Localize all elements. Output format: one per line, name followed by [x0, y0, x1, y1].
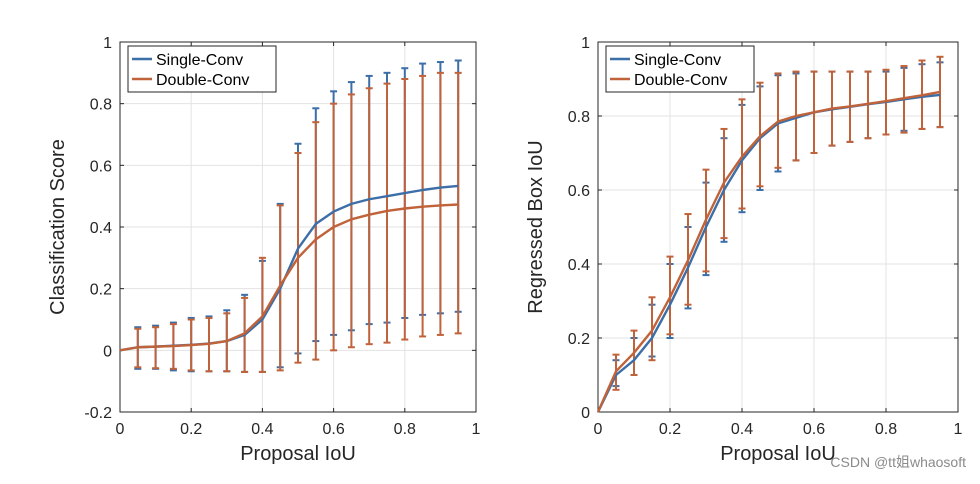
- x-tick-label: 1: [472, 421, 481, 438]
- x-tick-label: 0.6: [803, 421, 825, 438]
- x-tick-label: 0.4: [731, 421, 753, 438]
- y-tick-label: 0.6: [90, 158, 112, 175]
- regressed-box-iou-chart: 0 0.2 0.4 0.6 0.8 1 0 0.2 0.4 0.6 0.8 1 Proposal IoU…: [525, 35, 963, 465]
- x-tick-label: 0: [116, 421, 125, 438]
- x-tick-label: 0.8: [875, 421, 897, 438]
- legend-box: [605, 45, 755, 93]
- y-tick-label: -0.2: [84, 405, 112, 422]
- legend-label: Double-Conv: [634, 72, 727, 89]
- x-tick-label: 0.6: [322, 421, 344, 438]
- y-tick-label: 0.8: [90, 97, 112, 114]
- x-axis-label: Proposal IoU: [720, 443, 836, 465]
- x-tick-label: 0.2: [180, 421, 202, 438]
- y-tick-label: 1: [581, 35, 590, 52]
- axes-frame: [597, 41, 959, 413]
- legend-label: Single-Conv: [156, 52, 243, 69]
- x-tick-label: 0.8: [394, 421, 416, 438]
- y-tick-label: 1: [103, 35, 112, 52]
- y-tick-label: 0.2: [90, 282, 112, 299]
- x-axis-label: Proposal IoU: [240, 443, 356, 465]
- x-tick-label: 0: [594, 421, 603, 438]
- series-line: [119, 203, 459, 352]
- x-tick-label: 0.2: [659, 421, 681, 438]
- series-line: [119, 184, 459, 352]
- y-axis-label: Regressed Box IoU: [525, 140, 547, 313]
- y-tick-label: 0: [581, 405, 590, 422]
- legend-box: [127, 45, 277, 93]
- y-tick-label: 0.8: [568, 109, 590, 126]
- y-axis-label: Classification Score: [47, 139, 69, 315]
- series-line: [596, 93, 941, 413]
- classification-score-chart: 0 0.2 0.4 0.6 0.8 1-0.200.20.40.60.81Proposal…: [47, 35, 481, 465]
- y-tick-label: 0.4: [568, 257, 590, 274]
- y-tick-label: 0.6: [568, 183, 590, 200]
- legend-label: Single-Conv: [634, 52, 721, 69]
- series-line: [596, 90, 941, 413]
- legend-label: Double-Conv: [156, 72, 249, 89]
- x-tick-label: 1: [954, 421, 963, 438]
- watermark-text: CSDN @tt姐whaosoft: [830, 454, 966, 470]
- y-tick-label: 0.2: [568, 331, 590, 348]
- x-tick-label: 0.4: [251, 421, 273, 438]
- y-tick-label: 0: [103, 343, 112, 360]
- y-tick-label: 0.4: [90, 220, 112, 237]
